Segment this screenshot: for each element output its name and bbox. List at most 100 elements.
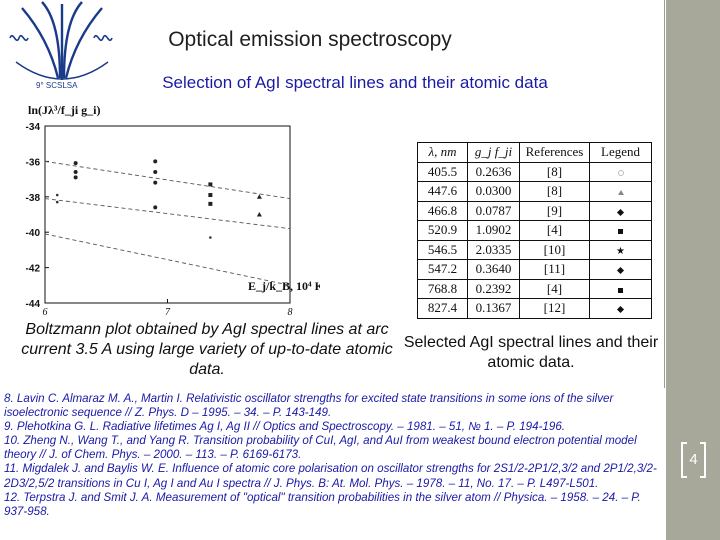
table-row: 405.5 0.2636 [8]	[417, 161, 652, 182]
reference-item: 10. Zheng N., Wang T., and Yang R. Trans…	[4, 434, 637, 462]
header-wavelength: λ, nm	[417, 142, 468, 163]
table-row: 768.8 0.2392 [4]	[417, 278, 652, 299]
cell-wavelength: 768.8	[417, 278, 468, 299]
side-divider	[664, 0, 665, 388]
logo-stroke-1	[41, 1, 62, 79]
cell-legend	[589, 161, 652, 182]
data-point	[55, 200, 59, 204]
data-point	[73, 161, 78, 166]
fit-line	[44, 160, 291, 200]
x-tick-label: 7	[165, 307, 171, 318]
data-point	[208, 201, 213, 206]
cell-wavelength: 447.6	[417, 181, 468, 202]
cell-legend	[589, 200, 652, 221]
cell-reference: [9]	[519, 200, 590, 221]
y-axis-label: ln(Jλ³/f_ji g_i)	[28, 103, 101, 117]
table-row: 546.5 2.0335 [10] ★	[417, 239, 652, 260]
legend-square-icon	[618, 229, 623, 235]
y-tick-label: -40	[26, 228, 41, 239]
y-tick-label: -36	[26, 157, 41, 168]
cell-gf: 2.0335	[467, 239, 520, 260]
data-point	[153, 180, 158, 185]
y-tick-label: -34	[26, 122, 41, 133]
x-tick-label: 8	[288, 307, 293, 318]
legend-diamond-icon	[616, 208, 625, 216]
cell-reference: [8]	[519, 181, 590, 202]
reference-item: 8. Lavin C. Almaraz M. A., Martin I. Rel…	[4, 392, 614, 420]
logo-text: 9° SCSLSA	[36, 81, 78, 90]
cell-legend	[589, 220, 652, 241]
table-row: 547.2 0.3640 [11]	[417, 259, 652, 280]
y-tick-label: -44	[26, 299, 41, 310]
bracket-left	[681, 442, 687, 478]
table-row: 520.9 1.0902 [4]	[417, 220, 652, 241]
data-point	[73, 175, 78, 180]
table-row: 827.4 0.1367 [12]	[417, 298, 652, 319]
cell-gf: 0.3640	[467, 259, 520, 280]
data-point	[153, 159, 158, 164]
legend-diamond-icon	[616, 306, 625, 314]
cell-wavelength: 827.4	[417, 298, 468, 319]
cell-gf: 0.0300	[467, 181, 520, 202]
header-gf: g_j f_ji	[467, 142, 520, 163]
slide-number: 4	[689, 451, 698, 468]
cell-wavelength: 466.8	[417, 200, 468, 221]
plot-caption: Boltzmann plot obtained by AgI spectral …	[21, 321, 393, 378]
page-title: Optical emission spectroscopy	[168, 28, 452, 51]
cell-gf: 0.0787	[467, 200, 520, 221]
logo-wave-left	[9, 34, 29, 42]
cell-gf: 0.2636	[467, 161, 520, 182]
cell-legend	[589, 259, 652, 280]
cell-reference: [4]	[519, 220, 590, 241]
x-tick-label: 6	[43, 307, 48, 318]
legend-diamond-icon	[616, 267, 625, 275]
logo-stroke-2	[62, 1, 83, 79]
y-tick-label: -38	[26, 193, 41, 204]
data-point	[208, 182, 213, 187]
cell-wavelength: 547.2	[417, 259, 468, 280]
logo-arc	[15, 61, 109, 80]
cell-wavelength: 405.5	[417, 161, 468, 182]
cell-gf: 0.2392	[467, 278, 520, 299]
data-point	[55, 193, 59, 197]
table-caption: Selected AgI spectral lines and their at…	[403, 334, 659, 371]
reference-item: 11. Migdalek J. and Baylis W. E. Influen…	[4, 462, 657, 490]
plot-frame	[44, 125, 291, 304]
data-point	[209, 236, 212, 239]
data-point	[153, 205, 158, 210]
legend-square-icon	[618, 287, 623, 293]
cell-reference: [8]	[519, 161, 590, 182]
logo-stroke-4	[64, 7, 103, 79]
legend-star-icon: ★	[616, 245, 625, 257]
page-subtitle: Selection of AgI spectral lines and thei…	[162, 73, 548, 92]
cell-legend	[589, 181, 652, 202]
cell-legend: ★	[589, 239, 652, 260]
spectral-lines-table: λ, nm g_j f_ji References Legend 405.5 0.…	[417, 142, 652, 319]
fit-line	[44, 198, 291, 230]
legend-triangle-icon	[617, 190, 624, 196]
table-row: 447.6 0.0300 [8]	[417, 181, 652, 202]
x-axis-label: E_j/k_B, 10⁴ K	[248, 279, 320, 293]
boltzmann-plot: ln(Jλ³/f_ji g_i) E_j/k_B, 10⁴ K -34 -36 -3…	[26, 103, 320, 318]
slide-number-box: 4	[681, 442, 706, 478]
legend-circle-icon	[617, 169, 624, 176]
header-legend: Legend	[589, 142, 652, 163]
cell-gf: 0.1367	[467, 298, 520, 319]
logo-stroke-3	[21, 7, 60, 79]
cell-gf: 1.0902	[467, 220, 520, 241]
header-references: References	[519, 142, 590, 163]
cell-wavelength: 520.9	[417, 220, 468, 241]
cell-reference: [10]	[519, 239, 590, 260]
data-point	[256, 194, 262, 199]
table-row: 466.8 0.0787 [9]	[417, 200, 652, 221]
cell-legend	[589, 278, 652, 299]
data-point	[256, 212, 262, 217]
side-band	[666, 0, 720, 540]
data-point	[153, 170, 158, 175]
references-list: 8. Lavin C. Almaraz M. A., Martin I. Rel…	[4, 392, 666, 519]
cell-legend	[589, 298, 652, 319]
cell-reference: [4]	[519, 278, 590, 299]
data-point	[208, 193, 213, 198]
fit-line	[44, 233, 291, 286]
cell-reference: [11]	[519, 259, 590, 280]
